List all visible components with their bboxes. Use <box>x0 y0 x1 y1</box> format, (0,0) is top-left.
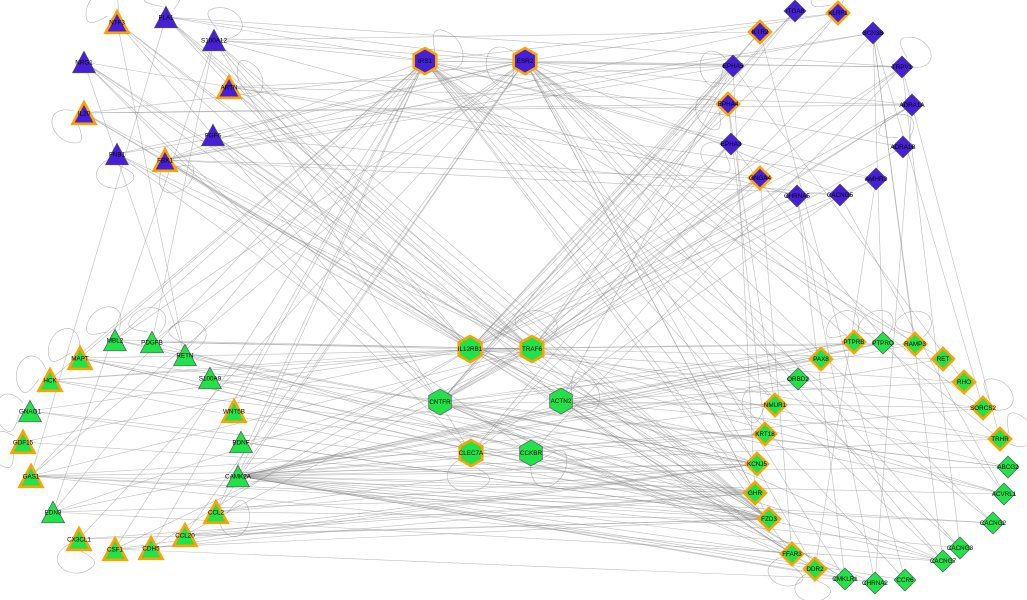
svg-text:CHRNA2: CHRNA2 <box>862 580 888 587</box>
svg-text:CAMK2A: CAMK2A <box>225 474 252 481</box>
svg-text:SCN3B: SCN3B <box>863 30 884 37</box>
svg-text:S100A12: S100A12 <box>201 38 227 45</box>
svg-text:IRS1: IRS1 <box>418 58 432 65</box>
svg-text:WNT5B: WNT5B <box>223 409 245 416</box>
svg-text:ARTN: ARTN <box>220 85 237 92</box>
svg-text:RAMP3: RAMP3 <box>904 341 926 348</box>
svg-text:S100A9: S100A9 <box>199 376 222 383</box>
svg-text:CACNG7: CACNG7 <box>930 558 957 565</box>
svg-text:PDGFB: PDGFB <box>141 340 163 347</box>
svg-text:NMUR1: NMUR1 <box>764 402 787 409</box>
svg-text:RET: RET <box>937 356 950 363</box>
svg-text:FBX1: FBX1 <box>157 158 173 165</box>
svg-text:FLA1: FLA1 <box>158 15 174 22</box>
svg-text:CLEC7A: CLEC7A <box>459 450 484 457</box>
svg-text:GAS1: GAS1 <box>23 474 40 481</box>
svg-text:DDR2: DDR2 <box>806 566 824 573</box>
svg-text:ITGA8: ITGA8 <box>786 8 805 15</box>
svg-text:CNTFR: CNTFR <box>429 399 451 406</box>
svg-text:ACTN2: ACTN2 <box>551 398 572 405</box>
svg-text:CX3CL1: CX3CL1 <box>67 537 91 544</box>
svg-text:ACVRL1: ACVRL1 <box>992 491 1017 498</box>
svg-text:CMKLR1: CMKLR1 <box>832 576 858 583</box>
svg-text:ORBD2: ORBD2 <box>787 376 809 383</box>
svg-text:FGF6: FGF6 <box>205 133 222 140</box>
svg-text:CCKBR: CCKBR <box>520 450 542 457</box>
svg-text:AMHR2: AMHR2 <box>865 176 888 183</box>
svg-text:EPHA3: EPHA3 <box>721 141 742 148</box>
svg-text:FNB1: FNB1 <box>109 152 126 159</box>
svg-text:RHO: RHO <box>957 379 971 386</box>
svg-text:ESR2: ESR2 <box>517 58 534 65</box>
svg-text:PAX8: PAX8 <box>813 356 829 363</box>
svg-text:KCNJ5: KCNJ5 <box>747 461 767 468</box>
svg-text:CACNG2: CACNG2 <box>980 520 1007 527</box>
svg-text:GNGA4: GNGA4 <box>749 175 772 182</box>
svg-text:CACNG5: CACNG5 <box>827 192 854 199</box>
svg-text:FFAR3: FFAR3 <box>782 551 802 558</box>
svg-text:CCL20: CCL20 <box>175 533 195 540</box>
svg-text:IL12RB1: IL12RB1 <box>458 346 483 353</box>
svg-text:ADRA1A: ADRA1A <box>899 102 925 109</box>
svg-text:CCR6: CCR6 <box>896 577 914 584</box>
svg-text:GNAO1: GNAO1 <box>19 409 42 416</box>
svg-text:RETN: RETN <box>176 353 194 360</box>
svg-text:CHRNA5: CHRNA5 <box>784 193 810 200</box>
svg-text:GDF15: GDF15 <box>13 440 34 447</box>
svg-text:EPHA5: EPHA5 <box>723 63 744 70</box>
svg-text:ADRA1B: ADRA1B <box>890 144 915 151</box>
svg-text:CACNG3: CACNG3 <box>947 545 974 552</box>
svg-text:KRT18: KRT18 <box>755 431 775 438</box>
svg-text:GHR: GHR <box>748 490 762 497</box>
svg-text:MAPT: MAPT <box>71 356 89 363</box>
svg-text:TRAF6: TRAF6 <box>522 346 542 353</box>
svg-text:TRHR: TRHR <box>991 436 1009 443</box>
svg-text:PTPRB: PTPRB <box>844 339 865 346</box>
svg-text:HCK: HCK <box>43 378 57 385</box>
svg-text:BDNF: BDNF <box>232 440 249 447</box>
svg-text:MBL2: MBL2 <box>107 338 124 345</box>
svg-text:NRG1: NRG1 <box>75 60 93 67</box>
svg-text:EPHA4: EPHA4 <box>718 101 739 108</box>
svg-text:CSF1: CSF1 <box>107 547 124 554</box>
svg-text:KLRF1: KLRF1 <box>828 10 848 17</box>
svg-text:NTF3: NTF3 <box>109 20 125 27</box>
svg-text:SORCS2: SORCS2 <box>970 405 996 412</box>
svg-text:TRPV1: TRPV1 <box>892 64 913 71</box>
svg-text:CDH5: CDH5 <box>142 546 160 553</box>
svg-text:ABCG2: ABCG2 <box>997 464 1019 471</box>
svg-text:EDN3: EDN3 <box>45 510 62 517</box>
svg-text:IL1R2: IL1R2 <box>752 29 769 36</box>
svg-text:IL20: IL20 <box>78 111 91 118</box>
svg-text:CCL2: CCL2 <box>208 510 225 517</box>
svg-text:PTPRQ: PTPRQ <box>872 340 894 347</box>
svg-text:FZD3: FZD3 <box>761 516 777 523</box>
